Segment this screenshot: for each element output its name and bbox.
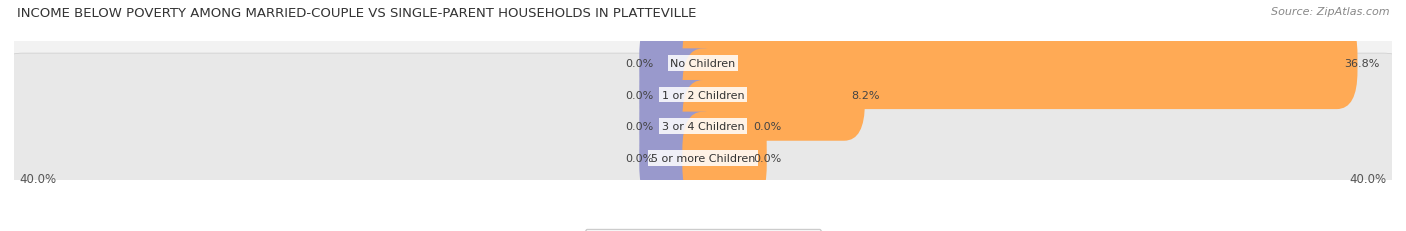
Text: 5 or more Children: 5 or more Children bbox=[651, 153, 755, 163]
FancyBboxPatch shape bbox=[0, 0, 1406, 168]
FancyBboxPatch shape bbox=[682, 18, 1358, 110]
Text: 36.8%: 36.8% bbox=[1344, 59, 1379, 69]
Text: 0.0%: 0.0% bbox=[624, 122, 652, 132]
Text: 1 or 2 Children: 1 or 2 Children bbox=[662, 90, 744, 100]
FancyBboxPatch shape bbox=[682, 81, 766, 173]
Text: 0.0%: 0.0% bbox=[624, 153, 652, 163]
Text: INCOME BELOW POVERTY AMONG MARRIED-COUPLE VS SINGLE-PARENT HOUSEHOLDS IN PLATTEV: INCOME BELOW POVERTY AMONG MARRIED-COUPL… bbox=[17, 7, 696, 20]
FancyBboxPatch shape bbox=[640, 18, 724, 110]
FancyBboxPatch shape bbox=[640, 81, 724, 173]
Text: 40.0%: 40.0% bbox=[1350, 172, 1386, 185]
FancyBboxPatch shape bbox=[682, 112, 766, 204]
FancyBboxPatch shape bbox=[0, 0, 1406, 199]
Text: Source: ZipAtlas.com: Source: ZipAtlas.com bbox=[1271, 7, 1389, 17]
Text: 0.0%: 0.0% bbox=[624, 90, 652, 100]
Text: 8.2%: 8.2% bbox=[851, 90, 880, 100]
FancyBboxPatch shape bbox=[0, 22, 1406, 231]
FancyBboxPatch shape bbox=[640, 49, 724, 141]
Text: 0.0%: 0.0% bbox=[754, 122, 782, 132]
Text: 0.0%: 0.0% bbox=[624, 59, 652, 69]
FancyBboxPatch shape bbox=[0, 54, 1406, 231]
Text: 3 or 4 Children: 3 or 4 Children bbox=[662, 122, 744, 132]
Text: 0.0%: 0.0% bbox=[754, 153, 782, 163]
FancyBboxPatch shape bbox=[682, 49, 865, 141]
Text: No Children: No Children bbox=[671, 59, 735, 69]
Legend: Married Couples, Single Parents: Married Couples, Single Parents bbox=[585, 229, 821, 231]
FancyBboxPatch shape bbox=[640, 112, 724, 204]
Text: 40.0%: 40.0% bbox=[20, 172, 56, 185]
